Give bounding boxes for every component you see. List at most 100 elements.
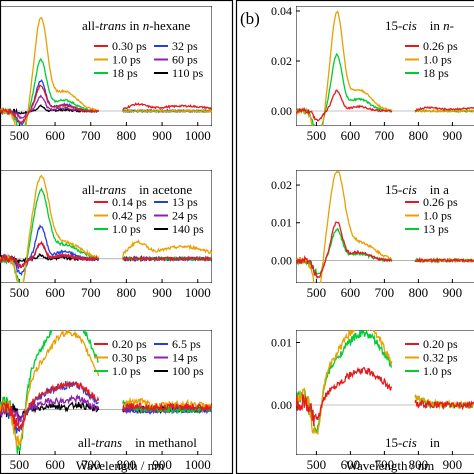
x-tick-label: 500	[10, 457, 30, 472]
annotation-part: in a	[417, 182, 449, 197]
sample-annotation: 15-cis in n-	[385, 18, 454, 33]
legend-label: 18 ps	[423, 66, 449, 80]
legend-label: 14 ps	[172, 351, 198, 365]
series-line-1.0ps	[0, 330, 212, 454]
sample-annotation: 15-cis in	[385, 435, 440, 450]
x-tick-label: 700	[81, 457, 101, 472]
annotation-part: all-	[78, 435, 95, 450]
legend-label: 0.20 ps	[112, 337, 147, 351]
annotation-part: -	[450, 18, 454, 33]
x-tick-label: 600	[341, 285, 361, 300]
y-tick-label: 0.01	[271, 336, 292, 350]
annotation-part: trans	[99, 18, 126, 33]
x-tick-label: 900	[443, 285, 463, 300]
y-tick-label: 0.00	[271, 398, 292, 412]
legend-label: 0.20 ps	[423, 337, 458, 351]
x-tick-label: 800	[117, 457, 137, 472]
subplot-b1: 500 600 700 800 900 0.00 0.02 0.04 15-cis in n- 0…	[271, 4, 474, 143]
series-line-0.26ps	[296, 221, 474, 279]
x-tick-label: 600	[341, 128, 361, 143]
y-tick-label: 0.01	[271, 216, 292, 230]
annotation-part: n	[443, 18, 450, 33]
annotation-part: 15-	[385, 435, 402, 450]
x-tick-label: 700	[375, 285, 395, 300]
series-line-0.14ps	[0, 240, 212, 269]
annotation-part: cis	[402, 435, 416, 450]
x-tick-label: 500	[307, 457, 327, 472]
x-tick-label: 800	[117, 285, 137, 300]
x-tick-label: 800	[409, 285, 429, 300]
x-tick-label: 700	[375, 128, 395, 143]
legend-label: 13 ps	[172, 195, 198, 209]
subplot-a3: 500 600 700 800 900 1000 all-trans in methanol…	[0, 330, 212, 473]
legend-label: 0.32 ps	[423, 351, 458, 365]
subplot-b2: 500 600 700 800 900 0.00 0.01 0.02 15-cis in a0.…	[271, 170, 474, 300]
legend-label: 140 ps	[172, 222, 204, 236]
x-tick-label: 900	[152, 285, 172, 300]
annotation-part: in	[126, 18, 143, 33]
annotation-part: in	[417, 18, 443, 33]
x-axis-label: Wavelength / nm	[76, 458, 165, 473]
y-tick-label: 0.02	[271, 54, 292, 68]
legend-label: 60 ps	[172, 53, 198, 67]
series-line-0.26ps	[296, 89, 474, 122]
x-tick-label: 700	[81, 128, 101, 143]
x-tick-label: 600	[45, 128, 65, 143]
annotation-part: in methanol	[122, 435, 197, 450]
x-tick-label: 1000	[185, 457, 211, 472]
legend-label: 100 ps	[172, 364, 204, 378]
y-tick-label: 0.00	[271, 253, 292, 267]
legend-label: 0.42 ps	[112, 209, 147, 223]
legend-label: 6.5 ps	[172, 337, 201, 351]
subplot-b3: 500 600 700 800 900 0.00 0.01 15-cis in 0.20 ps0…	[271, 330, 474, 473]
annotation-part: 15-	[385, 18, 402, 33]
x-tick-label: 600	[45, 285, 65, 300]
y-tick-label: 0.04	[271, 4, 292, 18]
x-tick-label: 500	[10, 285, 30, 300]
legend-label: 24 ps	[172, 209, 198, 223]
legend-label: 0.30 ps	[112, 351, 147, 365]
annotation-part: cis	[402, 182, 416, 197]
annotation-part: 15-	[385, 182, 402, 197]
series-line-1.0ps	[296, 10, 474, 126]
legend-label: 0.26 ps	[423, 39, 458, 53]
x-tick-label: 800	[409, 457, 429, 472]
annotation-part: all-	[82, 182, 99, 197]
annotation-part: trans	[95, 435, 122, 450]
series-line-0.20ps	[0, 380, 212, 431]
x-tick-label: 800	[117, 128, 137, 143]
sample-annotation: all-trans in n-hexane	[82, 18, 191, 33]
series-line-0.20ps	[296, 366, 474, 426]
legend-label: 32 ps	[172, 39, 198, 53]
x-tick-label: 900	[152, 457, 172, 472]
sample-annotation: all-trans in methanol	[78, 435, 197, 450]
x-tick-label: 500	[307, 128, 327, 143]
x-tick-label: 1000	[185, 285, 211, 300]
legend-label: 0.26 ps	[423, 195, 458, 209]
series-line-1.0ps	[0, 17, 212, 126]
annotation-part: n	[143, 18, 150, 33]
legend-label: 1.0 ps	[112, 222, 141, 236]
annotation-part: -hexane	[149, 18, 190, 33]
annotation-part: trans	[99, 182, 126, 197]
x-tick-label: 1000	[185, 128, 211, 143]
x-tick-label: 600	[45, 457, 65, 472]
x-tick-label: 500	[10, 128, 30, 143]
sample-annotation: all-trans in acetone	[82, 182, 192, 197]
annotation-part: all-	[82, 18, 99, 33]
x-tick-label: 900	[152, 128, 172, 143]
legend-label: 0.14 ps	[112, 195, 147, 209]
x-tick-label: 700	[375, 457, 395, 472]
x-tick-label: 500	[307, 285, 327, 300]
legend-label: 13 ps	[423, 222, 449, 236]
legend-label: 1.0 ps	[423, 53, 452, 67]
annotation-part: in acetone	[126, 182, 192, 197]
annotation-part: in	[417, 435, 441, 450]
panel-b-label: (b)	[240, 9, 260, 28]
x-tick-label: 600	[341, 457, 361, 472]
x-tick-label: 900	[443, 128, 463, 143]
x-tick-label: 700	[81, 285, 101, 300]
legend-label: 0.30 ps	[112, 39, 147, 53]
